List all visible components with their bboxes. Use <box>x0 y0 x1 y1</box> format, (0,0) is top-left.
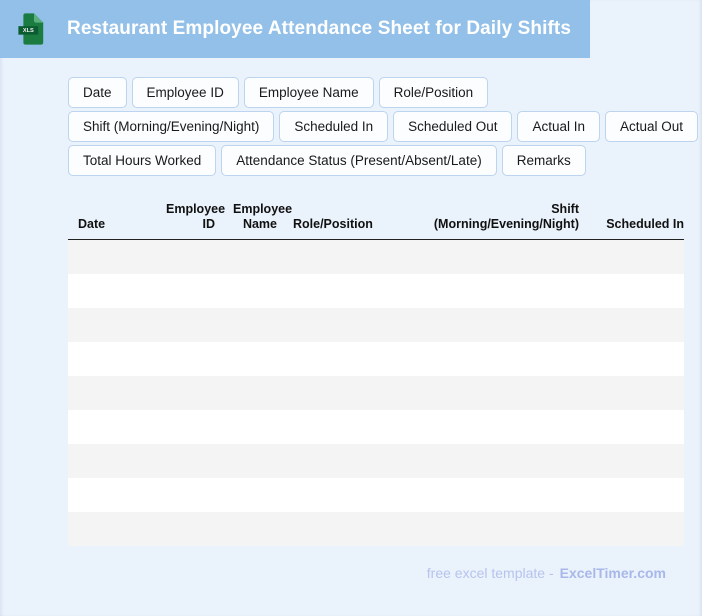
svg-text:XLS: XLS <box>23 28 34 34</box>
